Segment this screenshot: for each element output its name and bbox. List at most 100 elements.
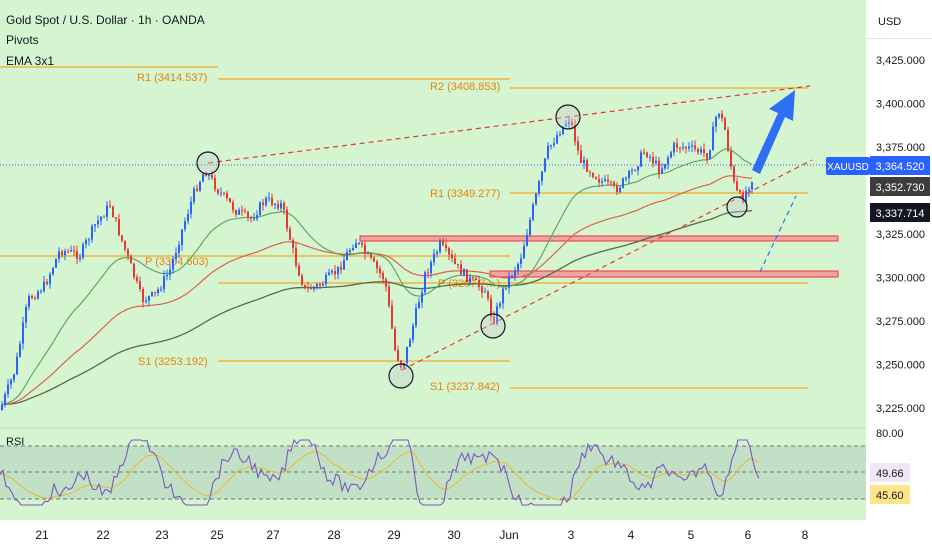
ema1-badge <box>870 177 930 196</box>
swing-circle-3 <box>480 313 506 339</box>
candle-body <box>145 300 147 303</box>
candle-body <box>721 113 723 119</box>
pivot-levels: R1 (3414.537) P (3304.603) S1 (3253.192) R2… <box>0 66 808 393</box>
time-tick: 29 <box>387 528 401 542</box>
candle-body <box>205 174 207 177</box>
candle-body <box>613 182 615 186</box>
candle-body <box>619 187 621 193</box>
candle-body <box>70 250 72 252</box>
candle-body <box>316 284 318 287</box>
candle-body <box>529 219 531 235</box>
last-price-badge <box>870 156 930 175</box>
candle-body <box>658 160 660 173</box>
candle-body <box>184 221 186 230</box>
candle-body <box>748 189 750 191</box>
candle-body <box>130 255 132 264</box>
time-tick: 22 <box>96 528 110 542</box>
candle-body <box>319 284 321 286</box>
swing-circle-2 <box>388 363 414 389</box>
candle-body <box>28 296 30 307</box>
candle-body <box>244 210 246 212</box>
candle-body <box>43 281 45 292</box>
candle-body <box>118 218 120 236</box>
ema-indicator-label[interactable]: EMA 3x1 <box>6 54 54 68</box>
candle-body <box>595 177 597 179</box>
resistance-zone <box>359 235 839 242</box>
candle-body <box>724 118 726 130</box>
candle-body <box>196 188 198 191</box>
candle-body <box>571 122 573 125</box>
candle-body <box>85 240 87 245</box>
candle-body <box>241 209 243 211</box>
time-tick: 30 <box>447 528 461 542</box>
price-tick: 3,375.000 <box>876 142 925 154</box>
candle-body <box>739 190 741 193</box>
ema2-badge-text: 3,337.714 <box>876 208 925 220</box>
candle-body <box>175 252 177 260</box>
candle-body <box>604 179 606 182</box>
candle-body <box>220 192 222 194</box>
candle-body <box>376 261 378 269</box>
symbol-badge-text: XAUUSD <box>827 162 869 173</box>
candle-body <box>514 270 516 276</box>
candle-body <box>331 270 333 273</box>
candle-body <box>181 229 183 245</box>
candle-body <box>100 216 102 221</box>
candle-body <box>262 202 264 205</box>
candle-body <box>409 339 411 347</box>
candle-body <box>472 277 474 279</box>
candle-body <box>199 181 201 191</box>
candle-body <box>598 178 600 183</box>
currency-label[interactable]: USD <box>878 16 901 28</box>
candle-body <box>346 252 348 261</box>
candle-body <box>280 203 282 209</box>
candle-body <box>493 316 495 324</box>
candle-body <box>499 303 501 307</box>
candle-body <box>115 217 117 219</box>
candle-body <box>268 197 270 199</box>
candle-body <box>349 250 351 253</box>
ema-slow-line <box>1 209 753 406</box>
candle-body <box>211 175 213 179</box>
candle-body <box>169 269 171 275</box>
rsi-value-text: 49.66 <box>876 468 904 480</box>
pivot-label: R1 (3414.537) <box>137 72 207 84</box>
candle-body <box>736 181 738 191</box>
candle-body <box>7 384 9 395</box>
candle-body <box>742 192 744 203</box>
candle-body <box>139 281 141 290</box>
candle-body <box>676 143 678 148</box>
rsi-label: RSI <box>6 436 24 448</box>
candle-body <box>511 275 513 277</box>
candle-body <box>301 275 303 285</box>
candle-body <box>523 245 525 259</box>
candle-body <box>190 201 192 215</box>
candle-body <box>709 150 711 159</box>
candle-body <box>106 205 108 217</box>
price-tick: 3,400.000 <box>876 99 925 111</box>
forecast-arrow <box>752 90 795 174</box>
candle-body <box>22 322 24 344</box>
candle-body <box>664 164 666 169</box>
candle-body <box>133 263 135 278</box>
candle-body <box>700 149 702 153</box>
candle-body <box>325 275 327 285</box>
candle-body <box>385 279 387 287</box>
time-tick: 6 <box>745 528 752 542</box>
candle-body <box>541 171 543 182</box>
candle-body <box>601 181 603 183</box>
candle-body <box>580 150 582 164</box>
candle-body <box>91 226 93 240</box>
time-tick: 8 <box>802 528 809 542</box>
candle-body <box>727 129 729 151</box>
candle-body <box>646 152 648 157</box>
candle-body <box>337 266 339 275</box>
candle-body <box>424 272 426 293</box>
candle-body <box>451 254 453 259</box>
candle-body <box>475 278 477 280</box>
candle-body <box>367 253 369 255</box>
candle-body <box>292 239 294 248</box>
pivots-indicator-label[interactable]: Pivots <box>6 33 39 47</box>
candle-body <box>682 147 684 149</box>
